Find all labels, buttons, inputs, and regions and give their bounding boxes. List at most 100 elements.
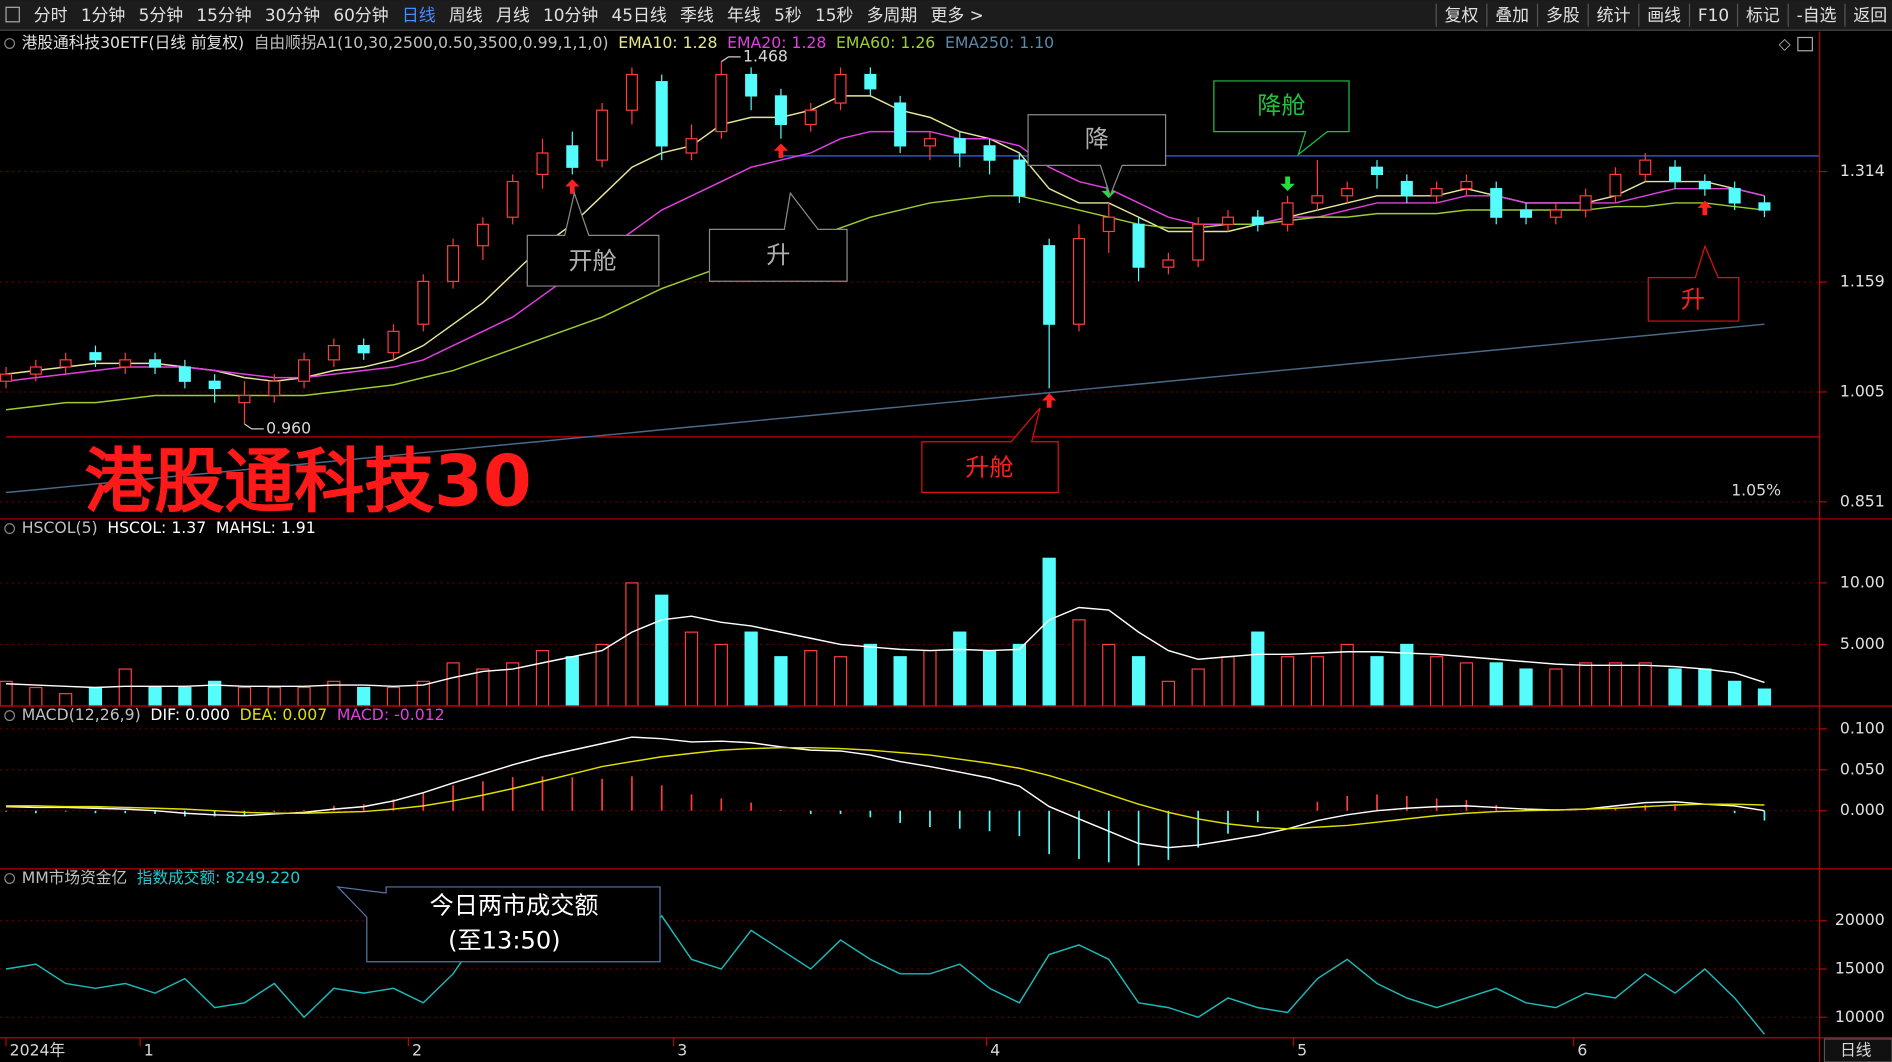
y-tick-label: 1.159 <box>1840 272 1885 291</box>
indicator-icon[interactable] <box>4 38 16 49</box>
candle-body <box>834 73 847 104</box>
candle-body <box>1519 209 1533 218</box>
indicator-header: 港股通科技30ETF(日线 前复权) <box>22 33 244 52</box>
layout-icon[interactable] <box>1797 36 1813 52</box>
period-tab[interactable]: 月线 <box>496 5 530 25</box>
candle-body <box>89 352 102 361</box>
period-tab[interactable]: 15秒 <box>815 5 853 25</box>
period-tab[interactable]: 年线 <box>727 5 761 25</box>
period-tab[interactable]: 更多 > <box>931 5 984 25</box>
sidebar-icon[interactable] <box>5 6 20 23</box>
tool-button[interactable]: 多股 <box>1546 5 1580 25</box>
period-tab[interactable]: 多周期 <box>867 5 918 25</box>
period-tab[interactable]: 30分钟 <box>265 5 320 25</box>
period-tab[interactable]: 周线 <box>449 5 483 25</box>
period-tab[interactable]: 日线 <box>402 5 436 25</box>
volume-bar <box>178 686 192 707</box>
volume-bar <box>774 656 788 707</box>
period-tab[interactable]: 45日线 <box>612 5 667 25</box>
candle-body <box>1221 216 1235 225</box>
x-tick-label: 2 <box>412 1041 422 1060</box>
period-label[interactable]: 日线 <box>1840 1041 1872 1060</box>
indicator-header: HSCOL(5) <box>22 518 98 537</box>
settings-icon[interactable]: ◇ <box>1779 34 1791 53</box>
volume-bar <box>29 686 43 707</box>
candle-body <box>417 280 430 325</box>
candle-body <box>149 359 162 368</box>
candle-body <box>745 73 758 97</box>
candle-body <box>1639 159 1652 175</box>
volume-bar <box>625 582 639 707</box>
indicator-header: MM市场资金亿 <box>22 868 127 887</box>
candle-body <box>238 394 251 404</box>
panels: 1.314 1.159 1.005 0.851 1.468 0.960 1.05% 港股通科技… <box>0 33 1885 1035</box>
volume-bar <box>953 631 967 707</box>
tool-button[interactable]: 叠加 <box>1495 5 1529 25</box>
period-tab[interactable]: 季线 <box>680 5 714 25</box>
period-tab[interactable]: 1分钟 <box>81 5 126 25</box>
candle-body <box>655 81 668 147</box>
tool-button[interactable]: F10 <box>1698 5 1729 25</box>
tool-button[interactable]: 画线 <box>1647 5 1681 25</box>
indicator-header: MAHSL: 1.91 <box>216 518 316 537</box>
indicator-line <box>5 323 1765 494</box>
candle-body <box>268 380 281 397</box>
candle-body <box>923 138 936 147</box>
volume-bar <box>1131 656 1146 707</box>
candle-body <box>983 145 996 161</box>
indicator-line <box>6 606 1765 689</box>
y-tick-label: 5.000 <box>1840 634 1885 653</box>
candle-body <box>357 344 370 354</box>
x-tick-label: 3 <box>677 1041 687 1060</box>
period-tab[interactable]: 60分钟 <box>333 5 388 25</box>
volume-bar <box>655 594 669 707</box>
extreme-leader <box>720 56 741 63</box>
tool-button[interactable]: 统计 <box>1597 5 1631 25</box>
period-tab[interactable]: 分时 <box>34 5 68 25</box>
volume-bar <box>1310 656 1325 707</box>
indicator-icon[interactable] <box>4 523 16 535</box>
tool-button[interactable]: 复权 <box>1445 5 1479 25</box>
candle-body <box>119 359 132 368</box>
indicator-icon[interactable] <box>4 873 16 884</box>
candle-body <box>208 380 221 389</box>
toolbar <box>0 0 1892 31</box>
candle-body <box>1311 195 1324 204</box>
indicator-header: EMA250: 1.10 <box>945 33 1054 52</box>
tool-button[interactable]: -自选 <box>1797 5 1837 25</box>
volume-bar <box>267 686 281 707</box>
tool-button[interactable]: 返回 <box>1853 5 1887 25</box>
candle-body <box>1013 159 1026 197</box>
extreme-label: 1.468 <box>743 46 788 65</box>
callout-box <box>1213 80 1350 157</box>
indicator-header: HSCOL: 1.37 <box>107 518 206 537</box>
candle-body <box>298 359 311 382</box>
indicator-icon[interactable] <box>4 710 16 722</box>
period-tab[interactable]: 10分钟 <box>543 5 598 25</box>
extreme-leader <box>244 423 264 430</box>
volume-bar <box>1102 643 1116 707</box>
period-tab[interactable]: 5分钟 <box>139 5 183 25</box>
indicator-line <box>6 746 1765 830</box>
volume-bar <box>1638 662 1652 707</box>
volume-bar <box>684 631 699 707</box>
candle-body <box>864 73 877 90</box>
period-tab[interactable]: 5秒 <box>774 5 802 25</box>
buy-signal <box>1041 393 1057 408</box>
candle-body <box>1072 237 1086 325</box>
candle-body <box>953 138 966 154</box>
volume-bar <box>1519 668 1533 707</box>
candle-body <box>447 245 460 282</box>
candle-body <box>1102 216 1115 233</box>
period-tab[interactable]: 15分钟 <box>196 5 251 25</box>
note-text: (至13:50) <box>448 926 560 954</box>
volume-bar <box>1251 631 1265 707</box>
volume-bar <box>237 686 252 707</box>
tool-button[interactable]: 标记 <box>1746 5 1780 25</box>
x-tick-label: 4 <box>990 1041 1000 1060</box>
volume-bar <box>744 631 758 707</box>
callout-text: 升 <box>1681 286 1705 314</box>
volume-bar <box>1280 656 1295 707</box>
volume-bar <box>476 668 490 707</box>
candle-body <box>625 73 638 111</box>
